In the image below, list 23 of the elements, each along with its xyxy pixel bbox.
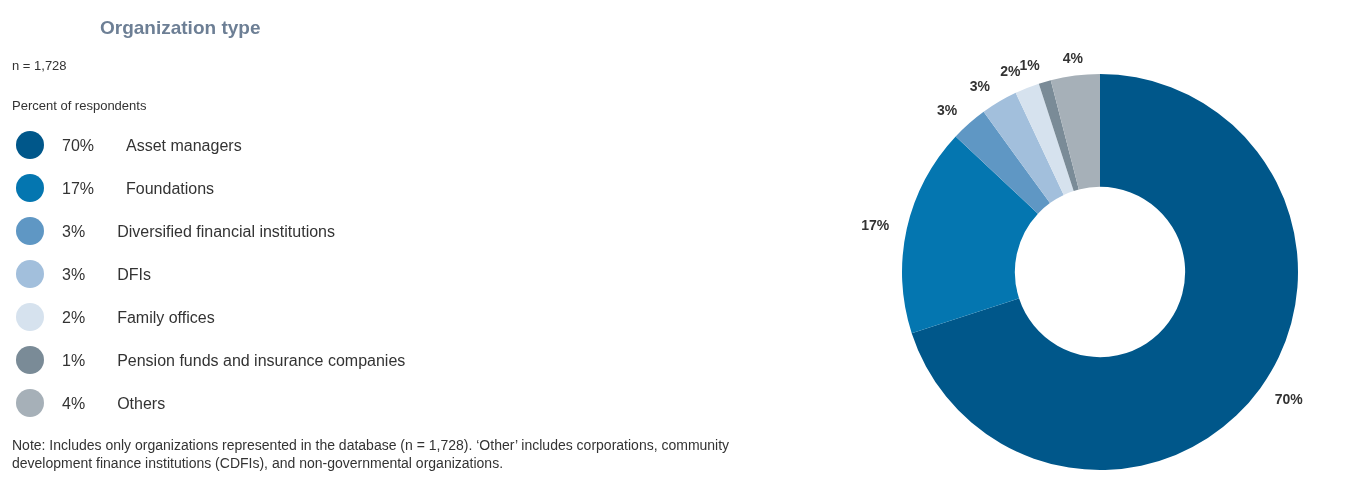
donut-slice	[983, 92, 1064, 204]
donut-slice	[1015, 83, 1074, 195]
legend-label: 70% Asset managers	[62, 137, 242, 154]
donut-slice	[1050, 74, 1100, 190]
data-label: 3%	[936, 101, 958, 118]
data-label: 3%	[969, 78, 991, 95]
legend-label: 3% DFIs	[62, 266, 151, 283]
chart-title: Organization type	[100, 17, 261, 38]
donut-slice	[955, 111, 1050, 214]
data-label: 70%	[1274, 390, 1304, 407]
legend-title: Percent of respondents	[12, 98, 147, 113]
text: Note: Includes only organizations represented in the database (n = 1,728). ‘Other’ includes corporations, community development finance institutions (CDFIs), and non-governmental organizations.	[12, 437, 730, 471]
donut-slice	[902, 136, 1038, 334]
legend-label: 17% Foundations	[62, 180, 215, 197]
legend-label: 4% Others	[62, 395, 166, 412]
data-label: 4%	[1062, 49, 1084, 66]
data-label: 17%	[861, 216, 890, 233]
donut-slice	[1038, 80, 1079, 192]
legend-label: 1% Pension funds and insurance companies	[62, 352, 406, 369]
data-label: 1%	[1019, 56, 1041, 73]
legend-label: 3% Diversified financial institutions	[62, 223, 335, 240]
legend-label: 2% Family offices	[62, 309, 215, 326]
chart-subtitle: n = 1,728	[12, 58, 67, 73]
